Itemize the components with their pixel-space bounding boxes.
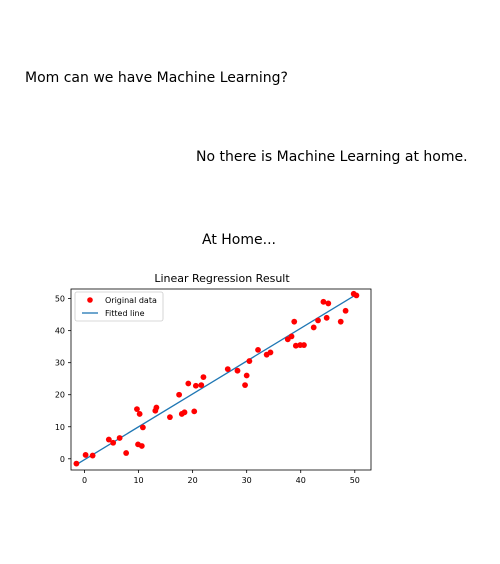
y-tick-label: 10 — [55, 423, 65, 432]
data-point — [255, 346, 261, 353]
data-point — [167, 414, 173, 421]
chart-title: Linear Regression Result — [154, 272, 290, 285]
x-tick-label: 50 — [350, 476, 360, 485]
data-point — [320, 298, 327, 305]
data-point — [134, 406, 140, 413]
y-tick-label: 0 — [60, 455, 65, 464]
data-point — [192, 382, 199, 389]
data-point — [200, 374, 207, 380]
data-point — [325, 300, 332, 307]
data-point — [191, 408, 198, 415]
fitted-line — [76, 293, 358, 466]
data-point — [73, 460, 80, 467]
legend: Original data Fitted line — [74, 291, 164, 322]
data-point — [234, 367, 241, 374]
axis-ticks: 0 10 20 30 40 50 0 10 20 30 40 50 — [55, 295, 360, 485]
data-point — [198, 382, 205, 389]
meme-line-2: No there is Machine Learning at home. — [196, 149, 468, 165]
data-point — [301, 342, 307, 348]
data-point — [291, 318, 298, 325]
data-point — [138, 443, 145, 449]
y-tick-label: 40 — [55, 327, 65, 336]
y-tick-label: 50 — [55, 295, 65, 304]
data-point — [82, 452, 89, 458]
data-point — [243, 372, 250, 379]
data-point — [105, 436, 112, 443]
y-tick-label: 20 — [55, 391, 65, 400]
data-point — [89, 452, 96, 459]
data-point — [139, 424, 146, 431]
regression-chart: Linear Regression Result 0 10 20 30 40 50 0 10 2… — [55, 272, 372, 485]
data-points — [73, 290, 360, 467]
data-point — [185, 380, 192, 387]
data-point — [224, 366, 231, 372]
x-tick-label: 20 — [188, 476, 198, 485]
y-tick-label: 30 — [55, 359, 65, 368]
data-point — [176, 391, 183, 398]
data-point — [310, 324, 317, 331]
meme-line-3: At Home... — [202, 232, 276, 248]
meme-line-1: Mom can we have Machine Learning? — [25, 70, 288, 86]
x-tick-label: 40 — [296, 476, 306, 485]
legend-marker-original — [87, 297, 93, 303]
data-point — [337, 318, 344, 325]
data-point — [315, 317, 321, 324]
data-point — [323, 314, 330, 321]
legend-box — [74, 291, 164, 322]
data-point — [181, 409, 188, 416]
x-tick-label: 30 — [242, 476, 252, 485]
data-point — [353, 292, 360, 299]
x-tick-label: 0 — [82, 476, 87, 485]
x-tick-label: 10 — [133, 476, 143, 485]
data-point — [123, 450, 130, 456]
data-point — [110, 439, 117, 446]
data-point — [136, 411, 143, 417]
data-point — [153, 404, 160, 411]
legend-label-original: Original data — [105, 296, 157, 305]
data-point — [246, 358, 253, 364]
data-point — [267, 349, 274, 356]
data-point — [342, 307, 349, 314]
data-point — [242, 382, 248, 389]
fitted-line-group — [76, 293, 358, 466]
legend-label-fitted: Fitted line — [105, 309, 145, 318]
data-point — [116, 435, 123, 441]
data-point — [292, 342, 299, 349]
data-point — [288, 333, 295, 340]
